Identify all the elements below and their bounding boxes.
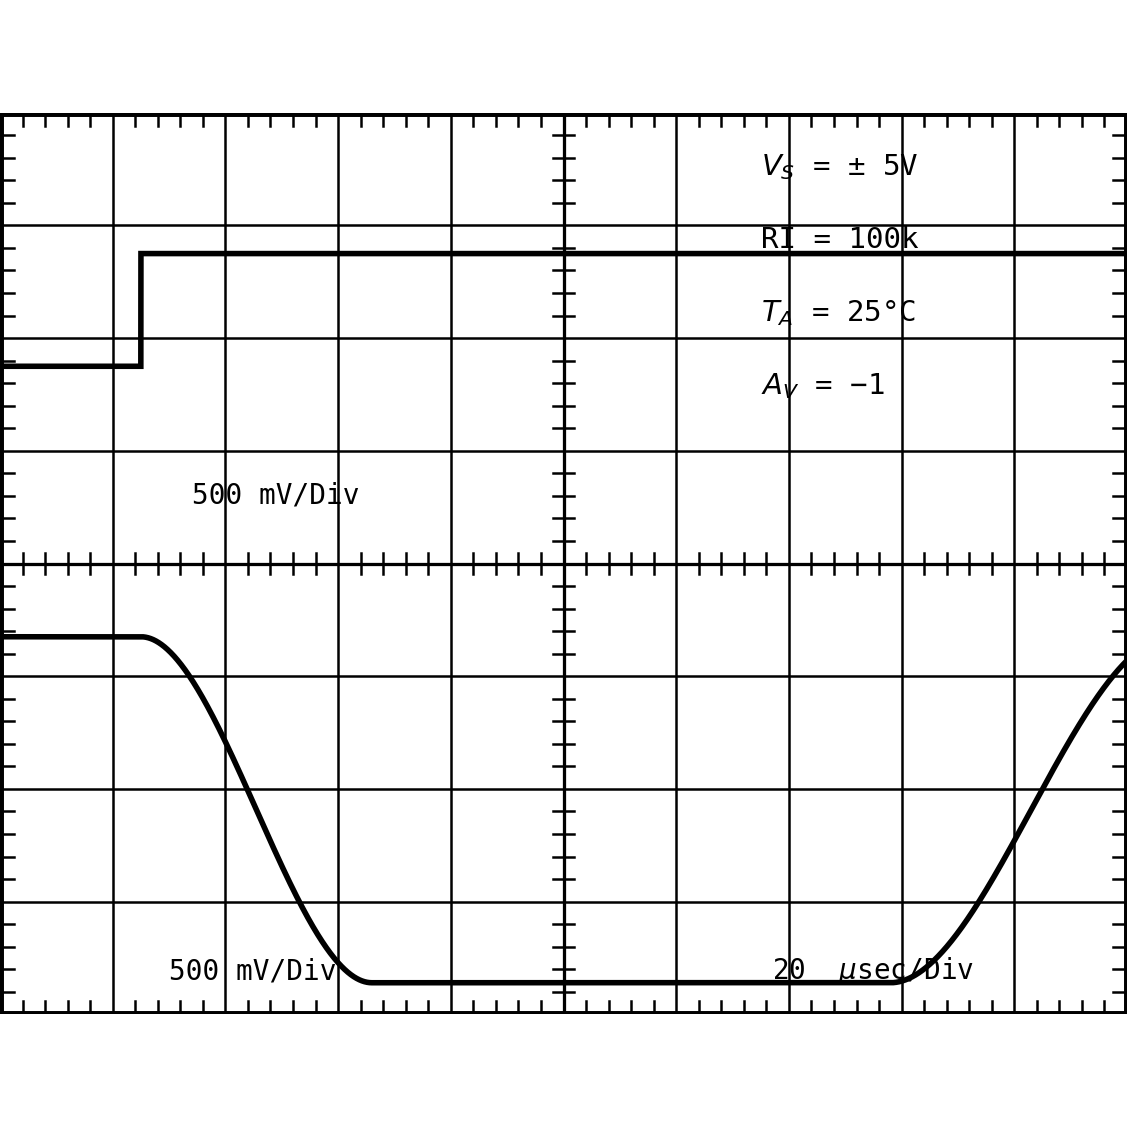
Text: RI = 100k: RI = 100k [761, 227, 919, 254]
Text: 500 mV/Div: 500 mV/Div [192, 482, 360, 509]
Text: $T_A$ = 25°C: $T_A$ = 25°C [761, 299, 916, 328]
Text: 20  $\mu$sec/Div: 20 $\mu$sec/Div [772, 956, 974, 987]
Text: $A_V$ = −1: $A_V$ = −1 [761, 372, 885, 401]
Text: $V_S$ = ± 5V: $V_S$ = ± 5V [761, 152, 919, 181]
Text: 500 mV/Div: 500 mV/Div [169, 958, 337, 985]
